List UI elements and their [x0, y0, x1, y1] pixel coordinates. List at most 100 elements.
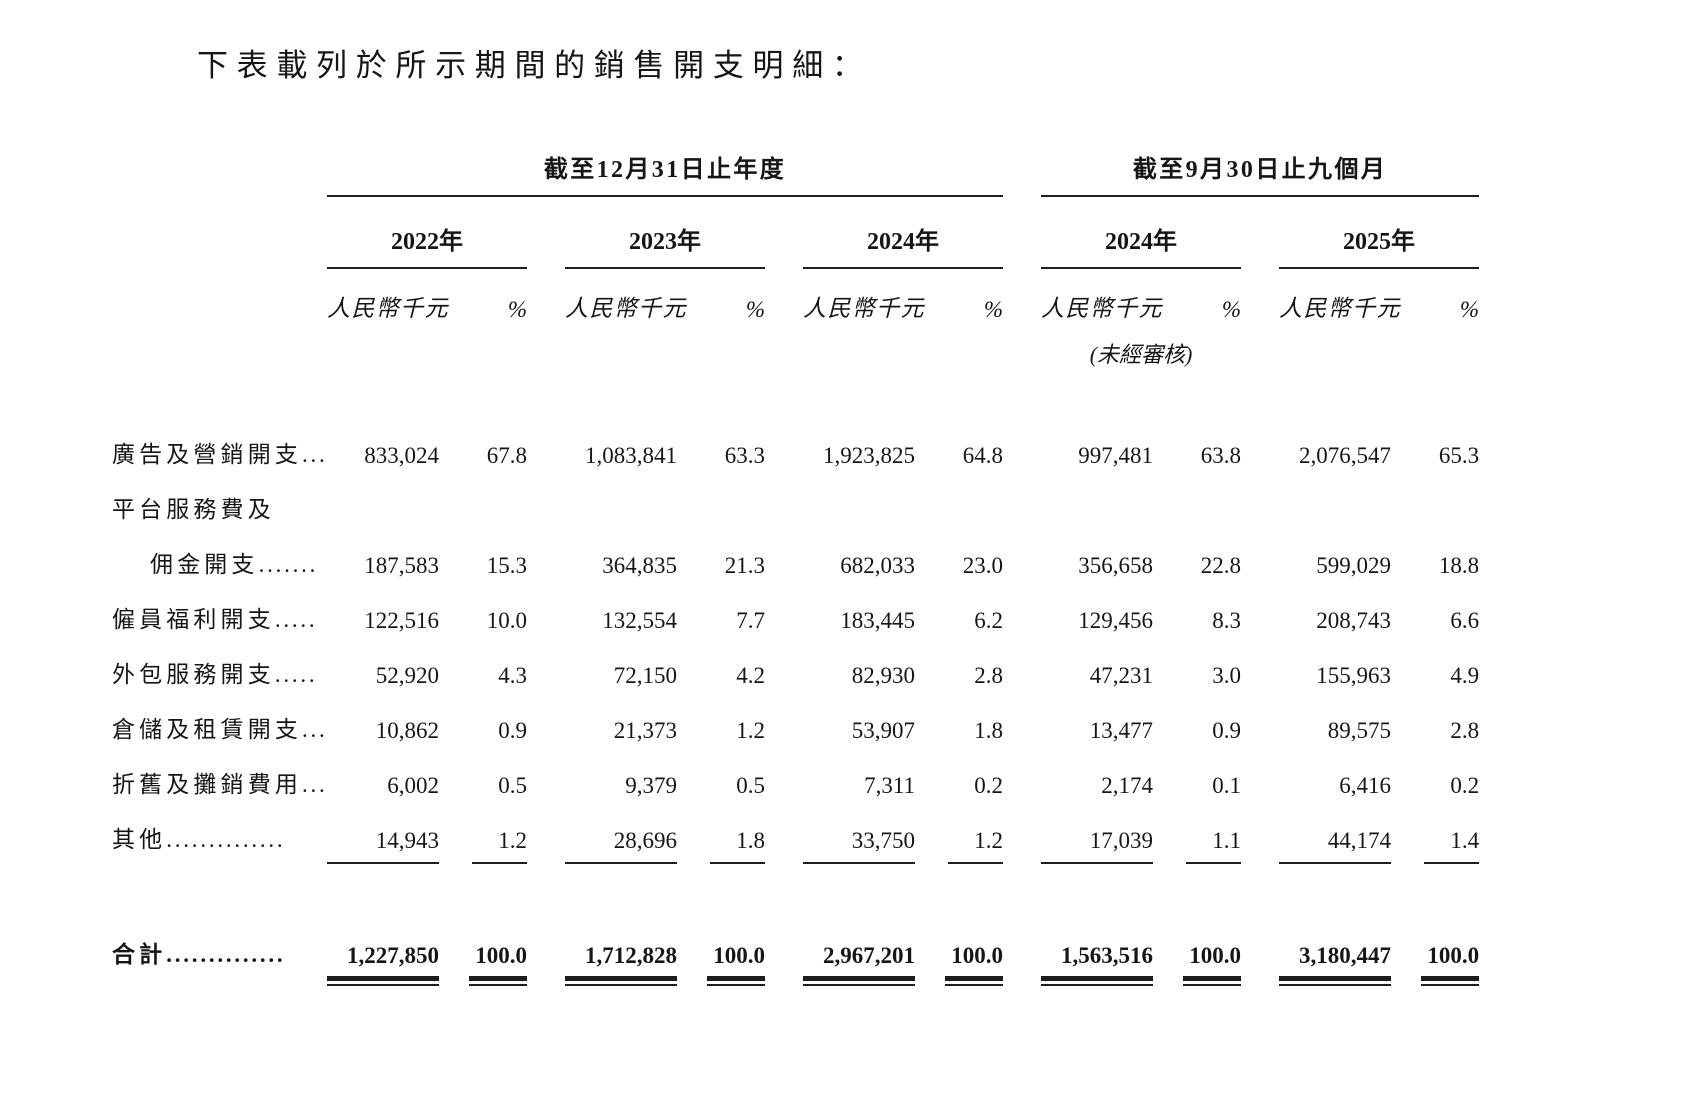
column-gap: [527, 593, 565, 648]
amount-cell: 1,563,516: [1041, 912, 1154, 986]
column-gap: [765, 268, 803, 323]
amount-cell: 1,083,841: [585, 443, 677, 468]
percent-cell: 22.8: [1200, 553, 1242, 578]
amount-cell: 72,150: [613, 663, 677, 688]
single-rule: [565, 862, 677, 864]
double-rule: [707, 976, 765, 986]
column-gap: [765, 196, 803, 268]
dot-leader: ..............: [166, 942, 286, 967]
row-label: 平台服務費及: [112, 497, 275, 522]
table-row: 廣告及營銷開支... 833,024 67.8 1,083,841 63.3 1,923,…: [112, 381, 1479, 483]
percent-header: %: [507, 297, 527, 322]
single-rule: [1041, 862, 1154, 864]
percent-cell: 100.0: [1153, 912, 1242, 986]
column-gap: [527, 758, 565, 813]
percent-cell: 8.3: [1212, 608, 1242, 633]
amount-cell: 122,516: [364, 608, 439, 633]
table-row: 僱員福利開支..... 122,516 10.0 132,554 7.7 183,445 6…: [112, 593, 1479, 648]
column-gap: [527, 196, 565, 268]
column-gap: [765, 381, 803, 483]
percent-cell: 3.0: [1212, 663, 1242, 688]
column-gap: [1241, 703, 1279, 758]
percent-header: %: [1459, 297, 1480, 322]
column-gap: [765, 648, 803, 703]
column-gap: [1241, 381, 1279, 483]
column-gap: [1241, 538, 1279, 593]
unit-header: 人民幣千元: [803, 296, 925, 321]
percent-cell: 2.8: [1450, 718, 1480, 743]
column-group-nine-months: 截至9月30日止九個月: [1041, 149, 1480, 197]
percent-cell: 4.2: [736, 663, 765, 688]
percent-cell: 0.1: [1212, 773, 1242, 798]
amount-cell: 52,920: [375, 663, 439, 688]
single-rule: [327, 862, 439, 864]
table-row: 其他.............. 14,943 1.2 28,696 1.8 33,750…: [112, 813, 1480, 868]
dot-leader: .....: [274, 607, 318, 632]
percent-cell: 1.8: [974, 718, 1004, 743]
unit-header: 人民幣千元: [327, 296, 449, 321]
column-gap: [765, 538, 803, 593]
column-gap: [1003, 483, 1041, 538]
amount-cell: 82,930: [851, 663, 915, 688]
percent-cell: 100.0: [1391, 912, 1480, 986]
amount-cell: 28,696: [565, 813, 677, 868]
single-rule: [472, 862, 527, 864]
column-gap: [765, 593, 803, 648]
unaudited-note: (未經審核): [1089, 342, 1193, 367]
dot-leader: ..............: [166, 827, 286, 852]
total-row: 合計.............. 1,227,850 100.0 1,712,828 1…: [112, 912, 1480, 986]
year-header-row: 2022年 2023年 2024年 2024年 2025年: [112, 196, 1480, 269]
single-rule: [1424, 862, 1480, 864]
amount-cell: [1041, 483, 1153, 538]
percent-cell: [439, 483, 527, 538]
column-gap: [765, 758, 803, 813]
row-label: 廣告及營銷開支...: [112, 442, 328, 467]
amount-cell: 208,743: [1316, 608, 1392, 633]
intro-text: 下表載列於所示期間的銷售開支明細：: [197, 48, 872, 83]
amount-cell: 682,033: [840, 553, 915, 578]
amount-cell: [565, 483, 677, 538]
year-header-2025: 2025年: [1279, 196, 1480, 269]
unit-header: 人民幣千元: [1279, 296, 1401, 321]
double-rule: [1421, 976, 1480, 986]
table-row: 倉儲及租賃開支... 10,862 0.9 21,373 1.2 53,907 1.8 13,…: [112, 703, 1479, 758]
column-gap: [1241, 758, 1279, 813]
amount-cell: 997,481: [1078, 443, 1154, 468]
amount-cell: 3,180,447: [1279, 912, 1392, 986]
column-gap: [1241, 593, 1279, 648]
column-gap: [527, 483, 565, 538]
percent-cell: 1.2: [915, 813, 1004, 868]
amount-cell: 2,076,547: [1299, 443, 1392, 468]
table-row: 平台服務費及: [112, 483, 1479, 538]
percent-cell: 7.7: [736, 608, 765, 633]
amount-cell: 14,943: [327, 813, 439, 868]
table-row: 外包服務開支..... 52,920 4.3 72,150 4.2 82,930 2.8 47…: [112, 648, 1479, 703]
column-gap: [1003, 538, 1041, 593]
column-gap: [765, 703, 803, 758]
column-gap: [1003, 912, 1041, 986]
amount-cell: 6,416: [1339, 773, 1392, 798]
double-rule: [1279, 976, 1392, 986]
column-gap: [527, 813, 565, 868]
amount-cell: 2,967,201: [803, 912, 915, 986]
amount-cell: 53,907: [851, 718, 915, 743]
amount-cell: 183,445: [840, 608, 915, 633]
dot-leader: ...: [301, 717, 328, 742]
percent-cell: 63.3: [724, 443, 765, 468]
percent-cell: 18.8: [1438, 553, 1480, 578]
percent-cell: 0.5: [736, 773, 765, 798]
percent-cell: 6.6: [1450, 608, 1480, 633]
amount-cell: 9,379: [625, 773, 677, 798]
percent-cell: 15.3: [486, 553, 527, 578]
empty-cell: [112, 196, 327, 268]
dot-leader: ...: [301, 772, 328, 797]
dot-leader: ...: [301, 442, 328, 467]
column-gap: [527, 703, 565, 758]
percent-cell: 10.0: [486, 608, 527, 633]
unit-header: 人民幣千元: [565, 296, 687, 321]
percent-cell: 100.0: [915, 912, 1004, 986]
column-gap: [1241, 912, 1279, 986]
spacer-row: [112, 868, 1479, 912]
table-row: 佣金開支....... 187,583 15.3 364,835 21.3 682,033…: [112, 538, 1479, 593]
